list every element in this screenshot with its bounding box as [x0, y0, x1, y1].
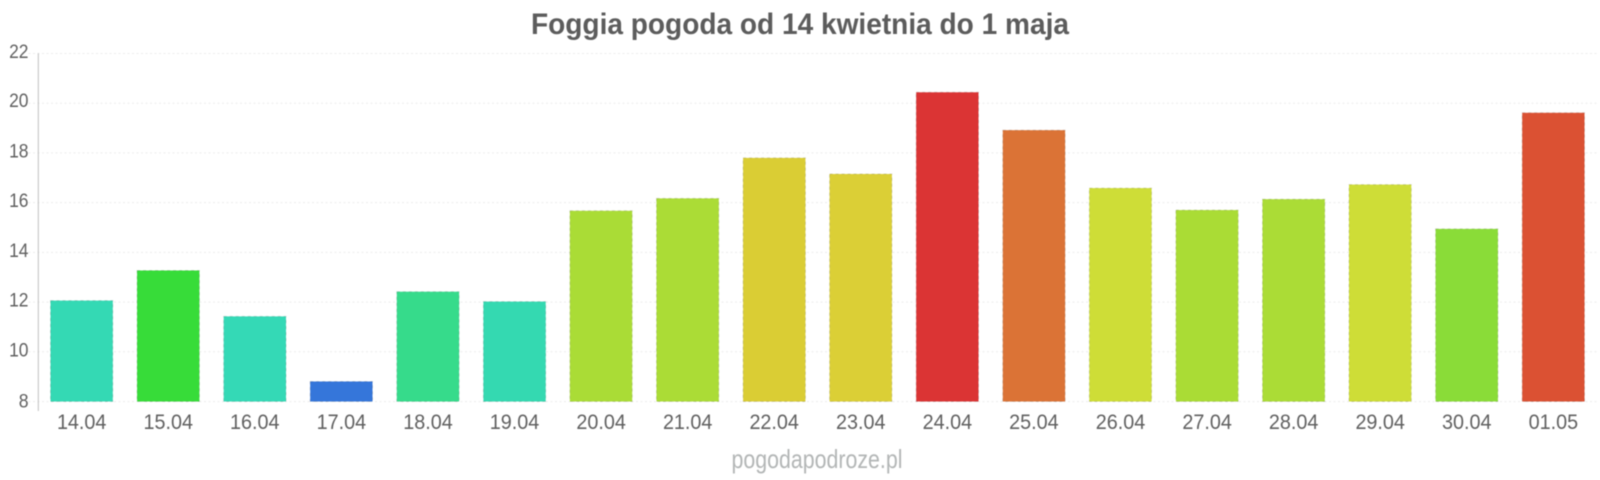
svg-text:18: 18 [9, 142, 28, 163]
svg-text:14.04: 14.04 [57, 411, 107, 434]
svg-text:27.04: 27.04 [1182, 411, 1232, 434]
svg-text:23.04: 23.04 [836, 411, 886, 434]
svg-text:26.04: 26.04 [1096, 411, 1146, 434]
svg-text:Foggia pogoda od 14 kwietnia d: Foggia pogoda od 14 kwietnia do 1 maja [531, 8, 1069, 41]
svg-text:24.04: 24.04 [923, 411, 973, 434]
svg-text:22: 22 [9, 42, 28, 63]
svg-text:pogodapodroze.pl: pogodapodroze.pl [732, 444, 903, 474]
svg-text:01.05: 01.05 [1529, 411, 1579, 434]
svg-text:17.04: 17.04 [317, 411, 367, 434]
svg-text:29.04: 29.04 [1355, 411, 1405, 434]
svg-text:14: 14 [9, 241, 29, 262]
svg-text:30.04: 30.04 [1442, 411, 1492, 434]
svg-text:8: 8 [19, 392, 29, 413]
svg-text:10: 10 [9, 340, 28, 361]
svg-text:18.04: 18.04 [403, 411, 453, 434]
svg-text:16.04: 16.04 [230, 411, 280, 434]
svg-text:21.04: 21.04 [663, 411, 713, 434]
svg-text:20: 20 [9, 91, 28, 112]
svg-text:25.04: 25.04 [1009, 411, 1059, 434]
svg-text:28.04: 28.04 [1269, 411, 1319, 434]
svg-text:19.04: 19.04 [490, 411, 540, 434]
svg-text:15.04: 15.04 [144, 411, 194, 434]
svg-text:22.04: 22.04 [749, 411, 799, 434]
svg-text:16: 16 [9, 191, 28, 212]
svg-text:20.04: 20.04 [576, 411, 626, 434]
svg-text:12: 12 [9, 291, 28, 312]
